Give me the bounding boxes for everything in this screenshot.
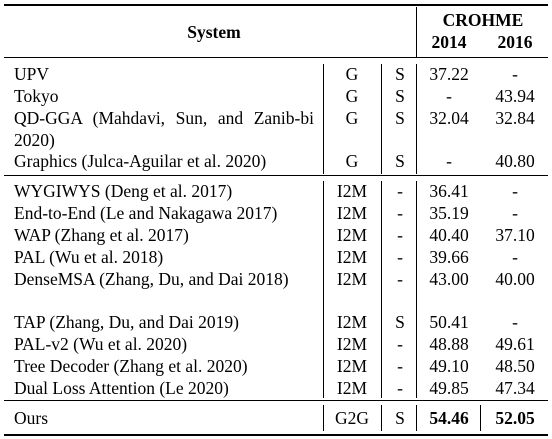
col-divider-4	[480, 405, 481, 431]
row-qdgga-system: QD-GGA (Mahdavi, Sun, and Zanib-bi 2020)	[14, 108, 314, 150]
row-upv-2016: -	[512, 64, 518, 84]
row-tokyo-system: Tokyo	[14, 86, 59, 106]
row-dualloss-type: I2M	[336, 378, 368, 398]
row-tap-type: I2M	[336, 312, 368, 332]
row-wap-type: I2M	[336, 225, 368, 245]
col-divider-2c	[381, 405, 382, 431]
row-tap-system: TAP (Zhang, Du, and Dai 2019)	[14, 312, 239, 332]
row-graphics-system: Graphics (Julca-Aguilar et al. 2020)	[14, 151, 267, 171]
row-palv2-s: -	[397, 334, 403, 354]
row-graphics-2014: -	[446, 151, 452, 171]
col-divider-2	[381, 64, 382, 174]
row-wygiwys-2014: 36.41	[429, 181, 469, 201]
row-wygiwys-system: WYGIWYS (Deng et al. 2017)	[14, 181, 233, 201]
row-graphics-type: G	[345, 151, 359, 171]
bottom-rule	[4, 434, 548, 436]
row-treedecoder-2014: 49.10	[429, 356, 469, 376]
row-ours-2014: 54.46	[429, 408, 469, 428]
row-graphics-s: S	[395, 151, 405, 171]
col-divider-1	[323, 64, 324, 174]
row-pal-system: PAL (Wu et al. 2018)	[14, 247, 164, 267]
row-end2end-2014: 35.19	[429, 203, 469, 223]
row-end2end-type: I2M	[336, 203, 368, 223]
row-qdgga-2016: 32.84	[495, 108, 535, 128]
row-treedecoder-system: Tree Decoder (Zhang et al. 2020)	[14, 356, 248, 376]
row-ours-type: G2G	[334, 408, 370, 428]
row-dualloss-s: -	[397, 378, 403, 398]
row-wap-s: -	[397, 225, 403, 245]
row-wap-2016: 37.10	[495, 225, 535, 245]
col-divider-1b	[323, 181, 324, 398]
year-2014-header: 2014	[431, 32, 467, 52]
col-divider-2b	[381, 181, 382, 398]
row-densemsa-2016: 40.00	[495, 269, 535, 289]
row-qdgga-2014: 32.04	[429, 108, 469, 128]
year-2016-header: 2016	[497, 32, 533, 52]
row-tokyo-s: S	[395, 86, 405, 106]
row-end2end-2016: -	[512, 203, 518, 223]
row-densemsa-s: -	[397, 269, 403, 289]
crohme-header: CROHME	[442, 10, 524, 30]
row-treedecoder-type: I2M	[336, 356, 368, 376]
row-dualloss-2016: 47.34	[495, 378, 535, 398]
row-end2end-system: End-to-End (Le and Nakagawa 2017)	[14, 203, 278, 223]
header-rule	[4, 57, 548, 58]
row-treedecoder-s: -	[397, 356, 403, 376]
row-palv2-2014: 48.88	[429, 334, 469, 354]
group-rule	[4, 175, 548, 176]
row-wygiwys-type: I2M	[336, 181, 368, 201]
row-wygiwys-2016: -	[512, 181, 518, 201]
row-palv2-type: I2M	[336, 334, 368, 354]
row-tokyo-2016: 43.94	[495, 86, 535, 106]
row-dualloss-2014: 49.85	[429, 378, 469, 398]
row-pal-s: -	[397, 247, 403, 267]
row-wap-system: WAP (Zhang et al. 2017)	[14, 225, 189, 245]
col-divider-1c	[323, 405, 324, 431]
row-graphics-2016: 40.80	[495, 151, 535, 171]
row-pal-type: I2M	[336, 247, 368, 267]
row-qdgga-s: S	[395, 108, 405, 128]
row-dualloss-system: Dual Loss Attention (Le 2020)	[14, 378, 229, 398]
row-upv-system: UPV	[14, 64, 50, 84]
row-densemsa-system: DenseMSA (Zhang, Du, and Dai 2018)	[14, 269, 289, 289]
row-treedecoder-2016: 48.50	[495, 356, 535, 376]
row-tap-s: S	[395, 312, 405, 332]
row-tap-2016: -	[512, 312, 518, 332]
row-upv-2014: 37.22	[429, 64, 469, 84]
row-ours-2016: 52.05	[495, 408, 535, 428]
row-tokyo-type: G	[345, 86, 359, 106]
col-divider-3a	[416, 64, 417, 174]
row-qdgga-type: G	[345, 108, 359, 128]
row-densemsa-2014: 43.00	[429, 269, 469, 289]
row-densemsa-type: I2M	[336, 269, 368, 289]
row-pal-2016: -	[512, 247, 518, 267]
system-header: System	[187, 22, 241, 42]
row-upv-s: S	[395, 64, 405, 84]
row-end2end-s: -	[397, 203, 403, 223]
row-tokyo-2014: -	[446, 86, 452, 106]
top-rule	[4, 4, 548, 6]
row-palv2-2016: 49.61	[495, 334, 535, 354]
row-pal-2014: 39.66	[429, 247, 469, 267]
ours-rule	[4, 400, 548, 401]
col-divider-3b	[416, 181, 417, 398]
row-wygiwys-s: -	[397, 181, 403, 201]
row-tap-2014: 50.41	[429, 312, 469, 332]
col-divider-3c	[416, 405, 417, 431]
row-palv2-system: PAL-v2 (Wu et al. 2020)	[14, 334, 188, 354]
row-ours-system: Ours	[14, 408, 49, 428]
row-ours-s: S	[395, 408, 405, 428]
col-divider-3	[416, 7, 417, 57]
row-upv-type: G	[345, 64, 359, 84]
row-wap-2014: 40.40	[429, 225, 469, 245]
